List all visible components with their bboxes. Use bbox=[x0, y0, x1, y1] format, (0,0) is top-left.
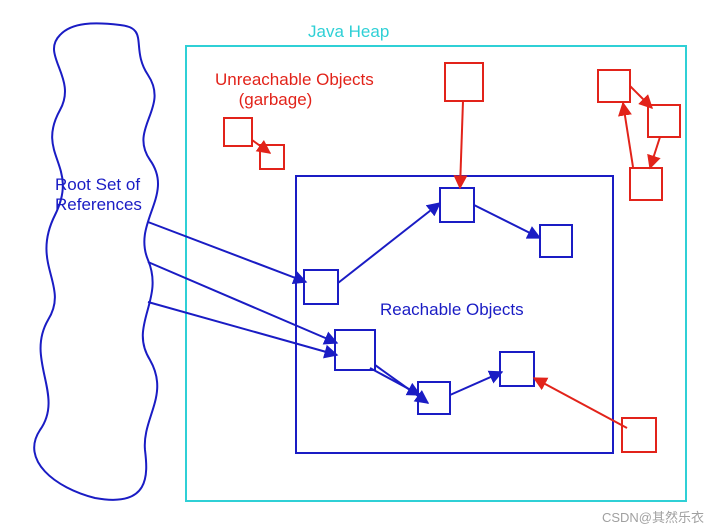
unreachable-label: Unreachable Objects (garbage) bbox=[215, 70, 374, 110]
watermark-label: CSDN@其然乐衣 bbox=[602, 507, 704, 526]
reachable-label: Reachable Objects bbox=[380, 300, 524, 320]
root-set-blob bbox=[34, 23, 158, 499]
heap-title-label: Java Heap bbox=[308, 22, 389, 42]
root-set-label: Root Set of References bbox=[55, 175, 142, 215]
diagram-canvas: Java Heap Unreachable Objects (garbage) … bbox=[0, 0, 710, 530]
